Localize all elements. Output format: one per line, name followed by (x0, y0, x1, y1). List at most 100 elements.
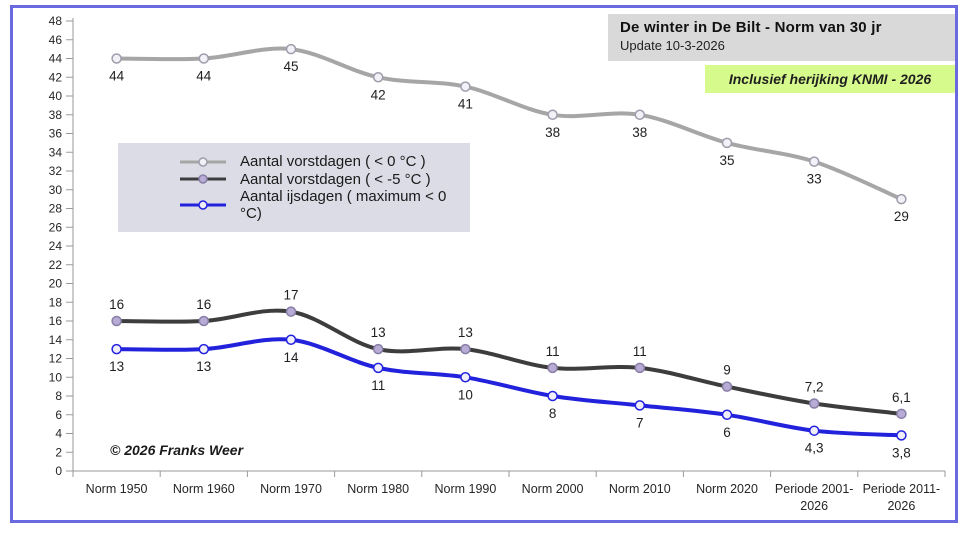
data-label: 7,2 (805, 380, 824, 395)
y-axis-label: 16 (49, 314, 63, 328)
data-point (460, 81, 471, 92)
data-point (721, 409, 733, 420)
y-axis-label: 48 (49, 14, 63, 28)
data-label: 41 (458, 97, 473, 112)
y-axis-label: 14 (49, 333, 63, 347)
legend-line-marker-icon (180, 200, 226, 210)
data-point (285, 334, 297, 345)
data-label: 6,1 (892, 390, 911, 405)
data-point (460, 372, 471, 383)
data-point (111, 315, 122, 327)
y-axis-label: 18 (49, 295, 63, 309)
x-axis-label: Norm 1990 (434, 482, 496, 496)
data-label: 11 (633, 344, 647, 359)
y-axis-label: 28 (49, 202, 63, 216)
data-point (372, 362, 384, 374)
x-axis-label: Norm 2020 (696, 482, 758, 496)
data-point (372, 72, 384, 83)
data-label: 16 (109, 297, 124, 312)
data-label: 35 (719, 153, 734, 168)
data-label: 17 (283, 288, 298, 303)
data-label: 45 (283, 59, 298, 74)
data-label: 44 (109, 69, 125, 84)
data-point (808, 425, 820, 436)
data-label: 14 (283, 350, 299, 365)
data-label: 38 (632, 125, 647, 140)
y-axis-label: 0 (55, 464, 62, 478)
data-label: 4,3 (805, 441, 824, 456)
x-axis-label: Periode 2011- (863, 482, 941, 496)
data-point (808, 398, 820, 409)
x-axis-label: 2026 (887, 499, 915, 513)
line-chart: 0246810121416182022242628303234363840424… (49, 14, 946, 513)
y-axis-label: 30 (49, 183, 63, 197)
data-point (198, 343, 210, 355)
x-axis-label: Norm 1960 (173, 482, 235, 496)
data-point (460, 343, 471, 355)
x-axis-label: Norm 1970 (260, 482, 322, 496)
data-label: 6 (723, 425, 731, 440)
data-label: 11 (546, 344, 560, 359)
y-axis-label: 34 (49, 145, 63, 159)
x-axis-label: Norm 2010 (609, 482, 671, 496)
chart-frame: 0 2 4 6 8 10 12 14 16 18 20 22 24 26 28 30 32 34 36 38 40 42 4… (10, 5, 958, 523)
y-axis-label: 36 (49, 127, 63, 141)
x-axis-label: Norm 1980 (347, 482, 409, 496)
y-axis-label: 40 (49, 89, 63, 103)
data-label: 13 (109, 359, 124, 374)
data-label: 13 (371, 325, 386, 340)
legend-item-label: Aantal vorstdagen ( < 0 °C ) (240, 153, 426, 170)
data-label: 9 (723, 363, 731, 378)
data-point (896, 408, 907, 420)
y-axis-label: 8 (55, 389, 62, 403)
data-label: 3,8 (892, 445, 911, 460)
legend-line-marker-icon (180, 156, 226, 167)
data-label: 7 (636, 415, 644, 430)
series-line-1 (114, 308, 904, 416)
y-axis-label: 4 (55, 427, 62, 441)
y-axis-label: 32 (49, 164, 63, 178)
data-point (634, 109, 646, 120)
legend-item-ijsdagen: Aantal ijsdagen ( maximum < 0 °C) (180, 188, 470, 222)
data-point (285, 43, 297, 55)
y-axis-label: 6 (55, 408, 62, 422)
data-label: 10 (458, 387, 473, 402)
data-point (896, 430, 907, 441)
data-point (547, 390, 558, 402)
data-point (198, 315, 210, 327)
y-axis-label: 10 (49, 370, 63, 384)
legend-item-label: Aantal vorstdagen ( < -5 °C ) (240, 170, 431, 188)
data-point (808, 156, 820, 167)
chart-update-date: Update 10-3-2026 (620, 38, 725, 53)
data-point (111, 53, 122, 64)
data-label: 33 (807, 172, 822, 187)
y-axis-label: 38 (49, 108, 63, 122)
legend-item-vorstdagen-0: Aantal vorstdagen ( < 0 °C ) (180, 153, 470, 170)
series-line-2 (114, 337, 904, 438)
y-axis-label: 20 (49, 277, 63, 291)
data-point (634, 400, 646, 411)
legend-item-vorstdagen-min5: Aantal vorstdagen ( < -5 °C ) (180, 171, 470, 188)
x-axis-label: 2026 (800, 499, 828, 513)
data-point (198, 53, 210, 64)
data-point (547, 109, 558, 120)
y-axis-label: 42 (49, 70, 63, 84)
x-axis-label: Norm 1950 (86, 482, 148, 496)
y-axis-label: 46 (49, 33, 63, 47)
x-axis-label: Periode 2001- (775, 482, 854, 496)
data-point (896, 193, 907, 205)
knmi-banner: Inclusief herijking KNMI - 2026 (705, 65, 955, 93)
data-point (372, 343, 384, 355)
data-label: 13 (458, 325, 473, 340)
data-label: 8 (549, 406, 557, 421)
series-line-0 (114, 46, 904, 202)
y-axis-label: 22 (49, 258, 63, 272)
y-axis-label: 26 (49, 220, 63, 234)
legend-item-label: Aantal ijsdagen ( maximum < 0 °C) (240, 188, 447, 222)
data-label: 11 (371, 378, 385, 393)
data-label: 29 (894, 209, 909, 224)
y-axis-label: 44 (49, 52, 63, 66)
y-axis-label: 24 (49, 239, 63, 253)
data-label: 44 (196, 69, 212, 84)
